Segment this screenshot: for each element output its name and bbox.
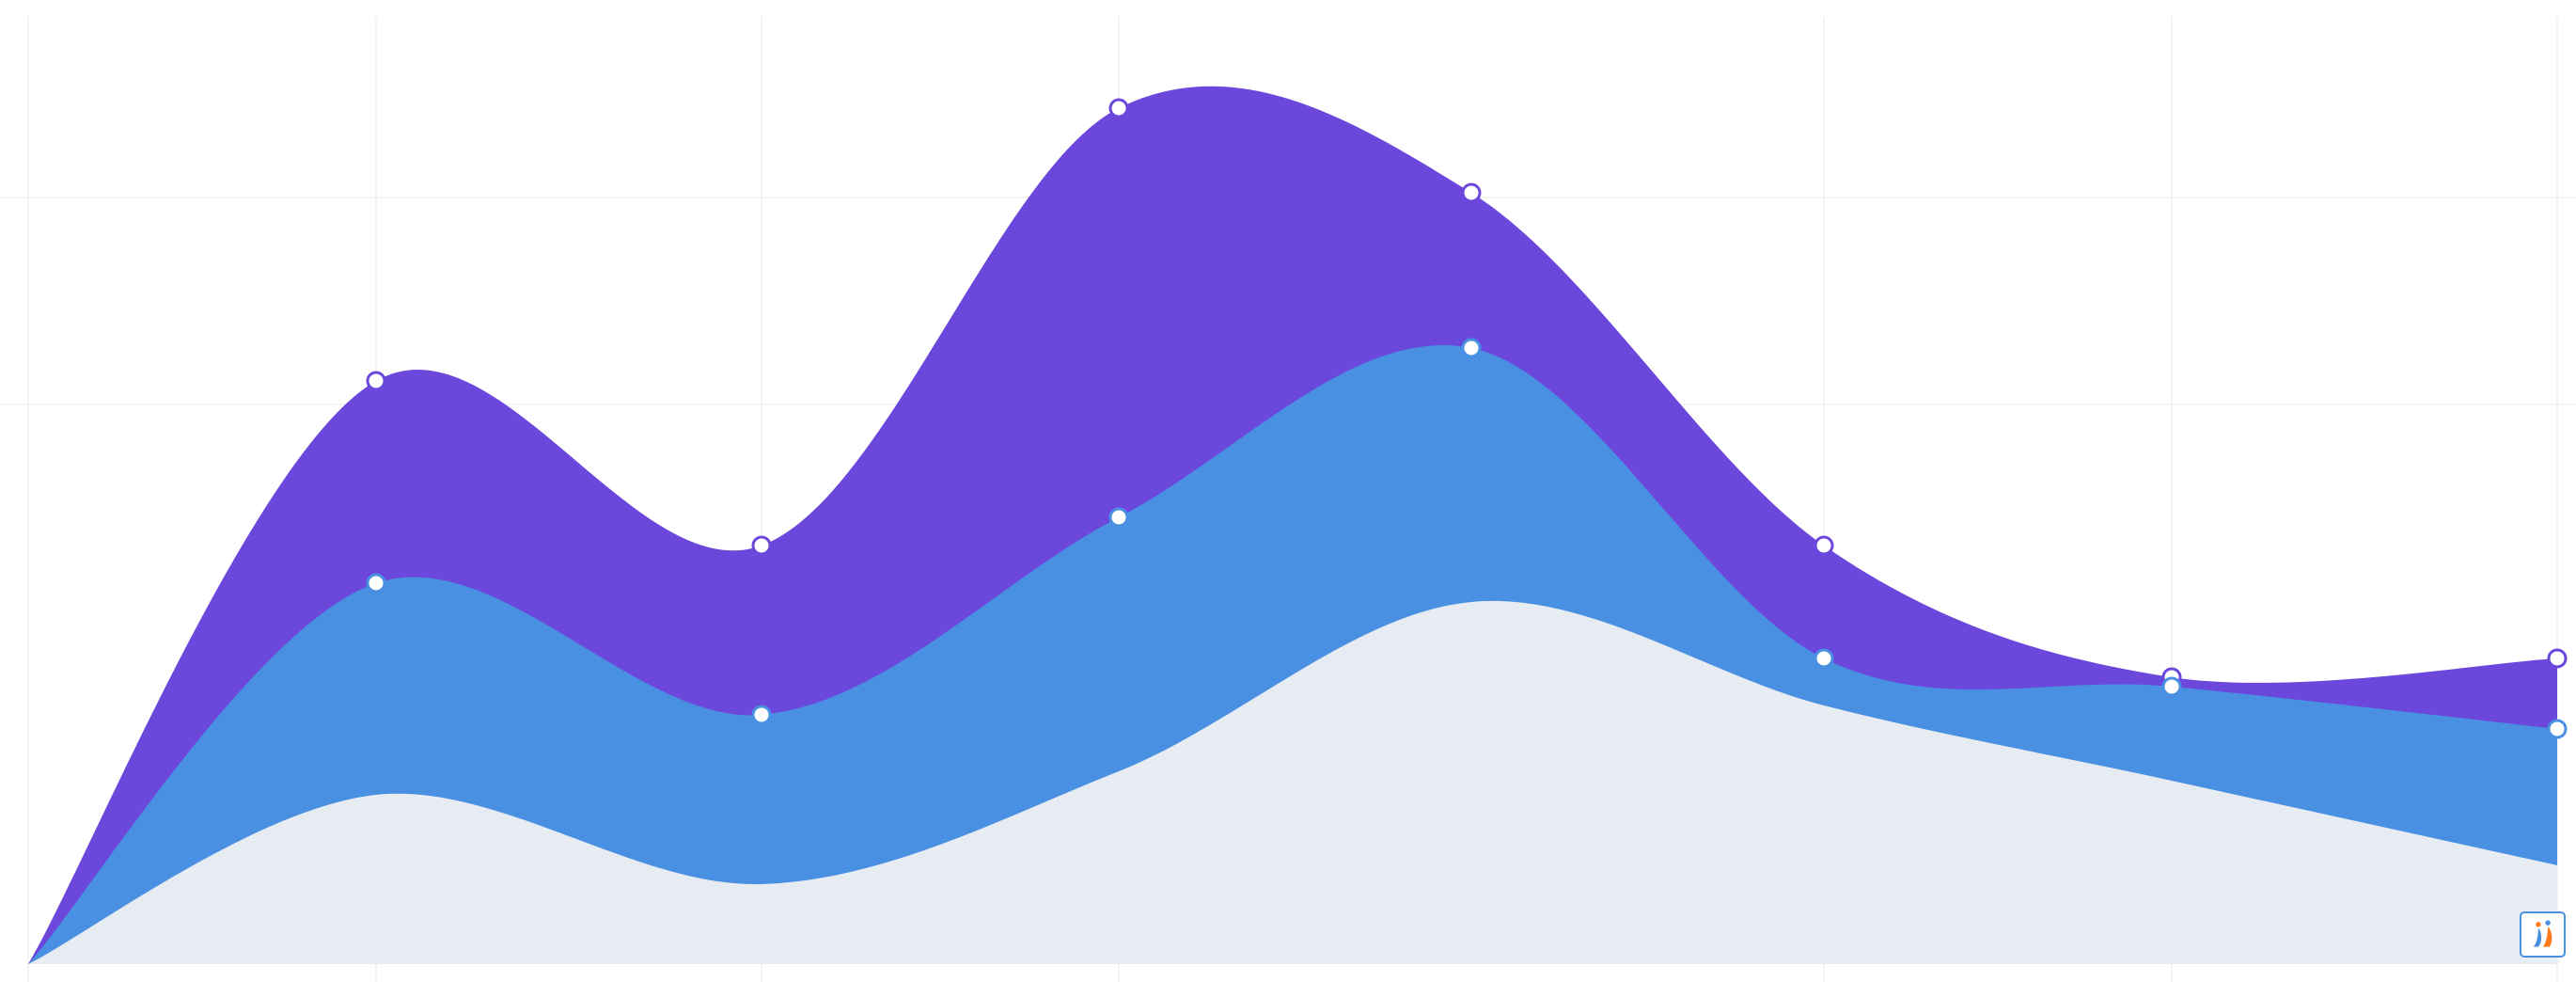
data-point-top[interactable] [753, 537, 770, 554]
data-point-middle[interactable] [1110, 509, 1127, 526]
data-point-middle[interactable] [753, 706, 770, 723]
data-point-top[interactable] [1815, 537, 1832, 554]
area-chart [0, 0, 2576, 982]
data-point-middle[interactable] [2549, 721, 2566, 737]
watermark-logo [2520, 911, 2566, 958]
data-point-middle[interactable] [1463, 340, 1480, 356]
data-point-middle[interactable] [368, 575, 385, 592]
data-point-top[interactable] [1110, 100, 1127, 117]
data-point-middle[interactable] [1815, 650, 1832, 667]
data-point-top[interactable] [2549, 650, 2566, 667]
data-point-top[interactable] [1463, 184, 1480, 201]
data-point-top[interactable] [368, 372, 385, 389]
chart-svg [0, 0, 2576, 982]
data-point-middle[interactable] [2163, 678, 2180, 695]
logo-icon [2527, 918, 2559, 950]
